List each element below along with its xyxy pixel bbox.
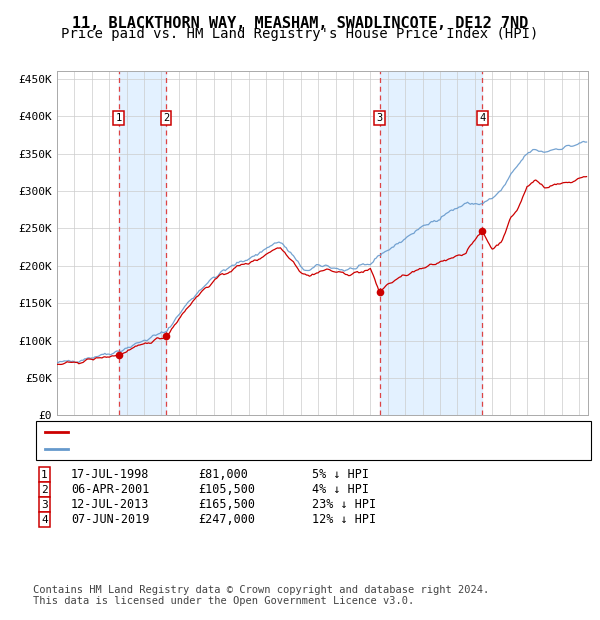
Text: Contains HM Land Registry data © Crown copyright and database right 2024.: Contains HM Land Registry data © Crown c… [33, 585, 489, 595]
Text: This data is licensed under the Open Government Licence v3.0.: This data is licensed under the Open Gov… [33, 596, 414, 606]
Text: 11, BLACKTHORN WAY, MEASHAM, SWADLINCOTE, DE12 7ND (detached house): 11, BLACKTHORN WAY, MEASHAM, SWADLINCOTE… [74, 425, 551, 438]
Bar [119, 71, 166, 415]
Text: 2: 2 [163, 113, 169, 123]
Text: £247,000: £247,000 [198, 513, 255, 526]
Text: 12-JUL-2013: 12-JUL-2013 [71, 498, 149, 511]
Text: 2: 2 [41, 485, 48, 495]
Text: £105,500: £105,500 [198, 484, 255, 496]
Text: 06-APR-2001: 06-APR-2001 [71, 484, 149, 496]
Text: 3: 3 [41, 500, 48, 510]
Text: 4: 4 [41, 515, 48, 525]
Text: 1: 1 [41, 470, 48, 480]
Text: 12% ↓ HPI: 12% ↓ HPI [312, 513, 376, 526]
Text: 11, BLACKTHORN WAY, MEASHAM, SWADLINCOTE, DE12 7ND: 11, BLACKTHORN WAY, MEASHAM, SWADLINCOTE… [72, 16, 528, 31]
Text: HPI: Average price, detached house, North West Leicestershire: HPI: Average price, detached house, Nort… [74, 443, 508, 456]
Text: 07-JUN-2019: 07-JUN-2019 [71, 513, 149, 526]
Text: Price paid vs. HM Land Registry's House Price Index (HPI): Price paid vs. HM Land Registry's House … [61, 27, 539, 42]
Text: 4% ↓ HPI: 4% ↓ HPI [312, 484, 369, 496]
Text: 1: 1 [116, 113, 122, 123]
Text: 3: 3 [376, 113, 383, 123]
Bar [380, 71, 482, 415]
Text: 17-JUL-1998: 17-JUL-1998 [71, 469, 149, 481]
Text: 5% ↓ HPI: 5% ↓ HPI [312, 469, 369, 481]
Text: 23% ↓ HPI: 23% ↓ HPI [312, 498, 376, 511]
Text: £81,000: £81,000 [198, 469, 248, 481]
Text: 4: 4 [479, 113, 485, 123]
Text: £165,500: £165,500 [198, 498, 255, 511]
